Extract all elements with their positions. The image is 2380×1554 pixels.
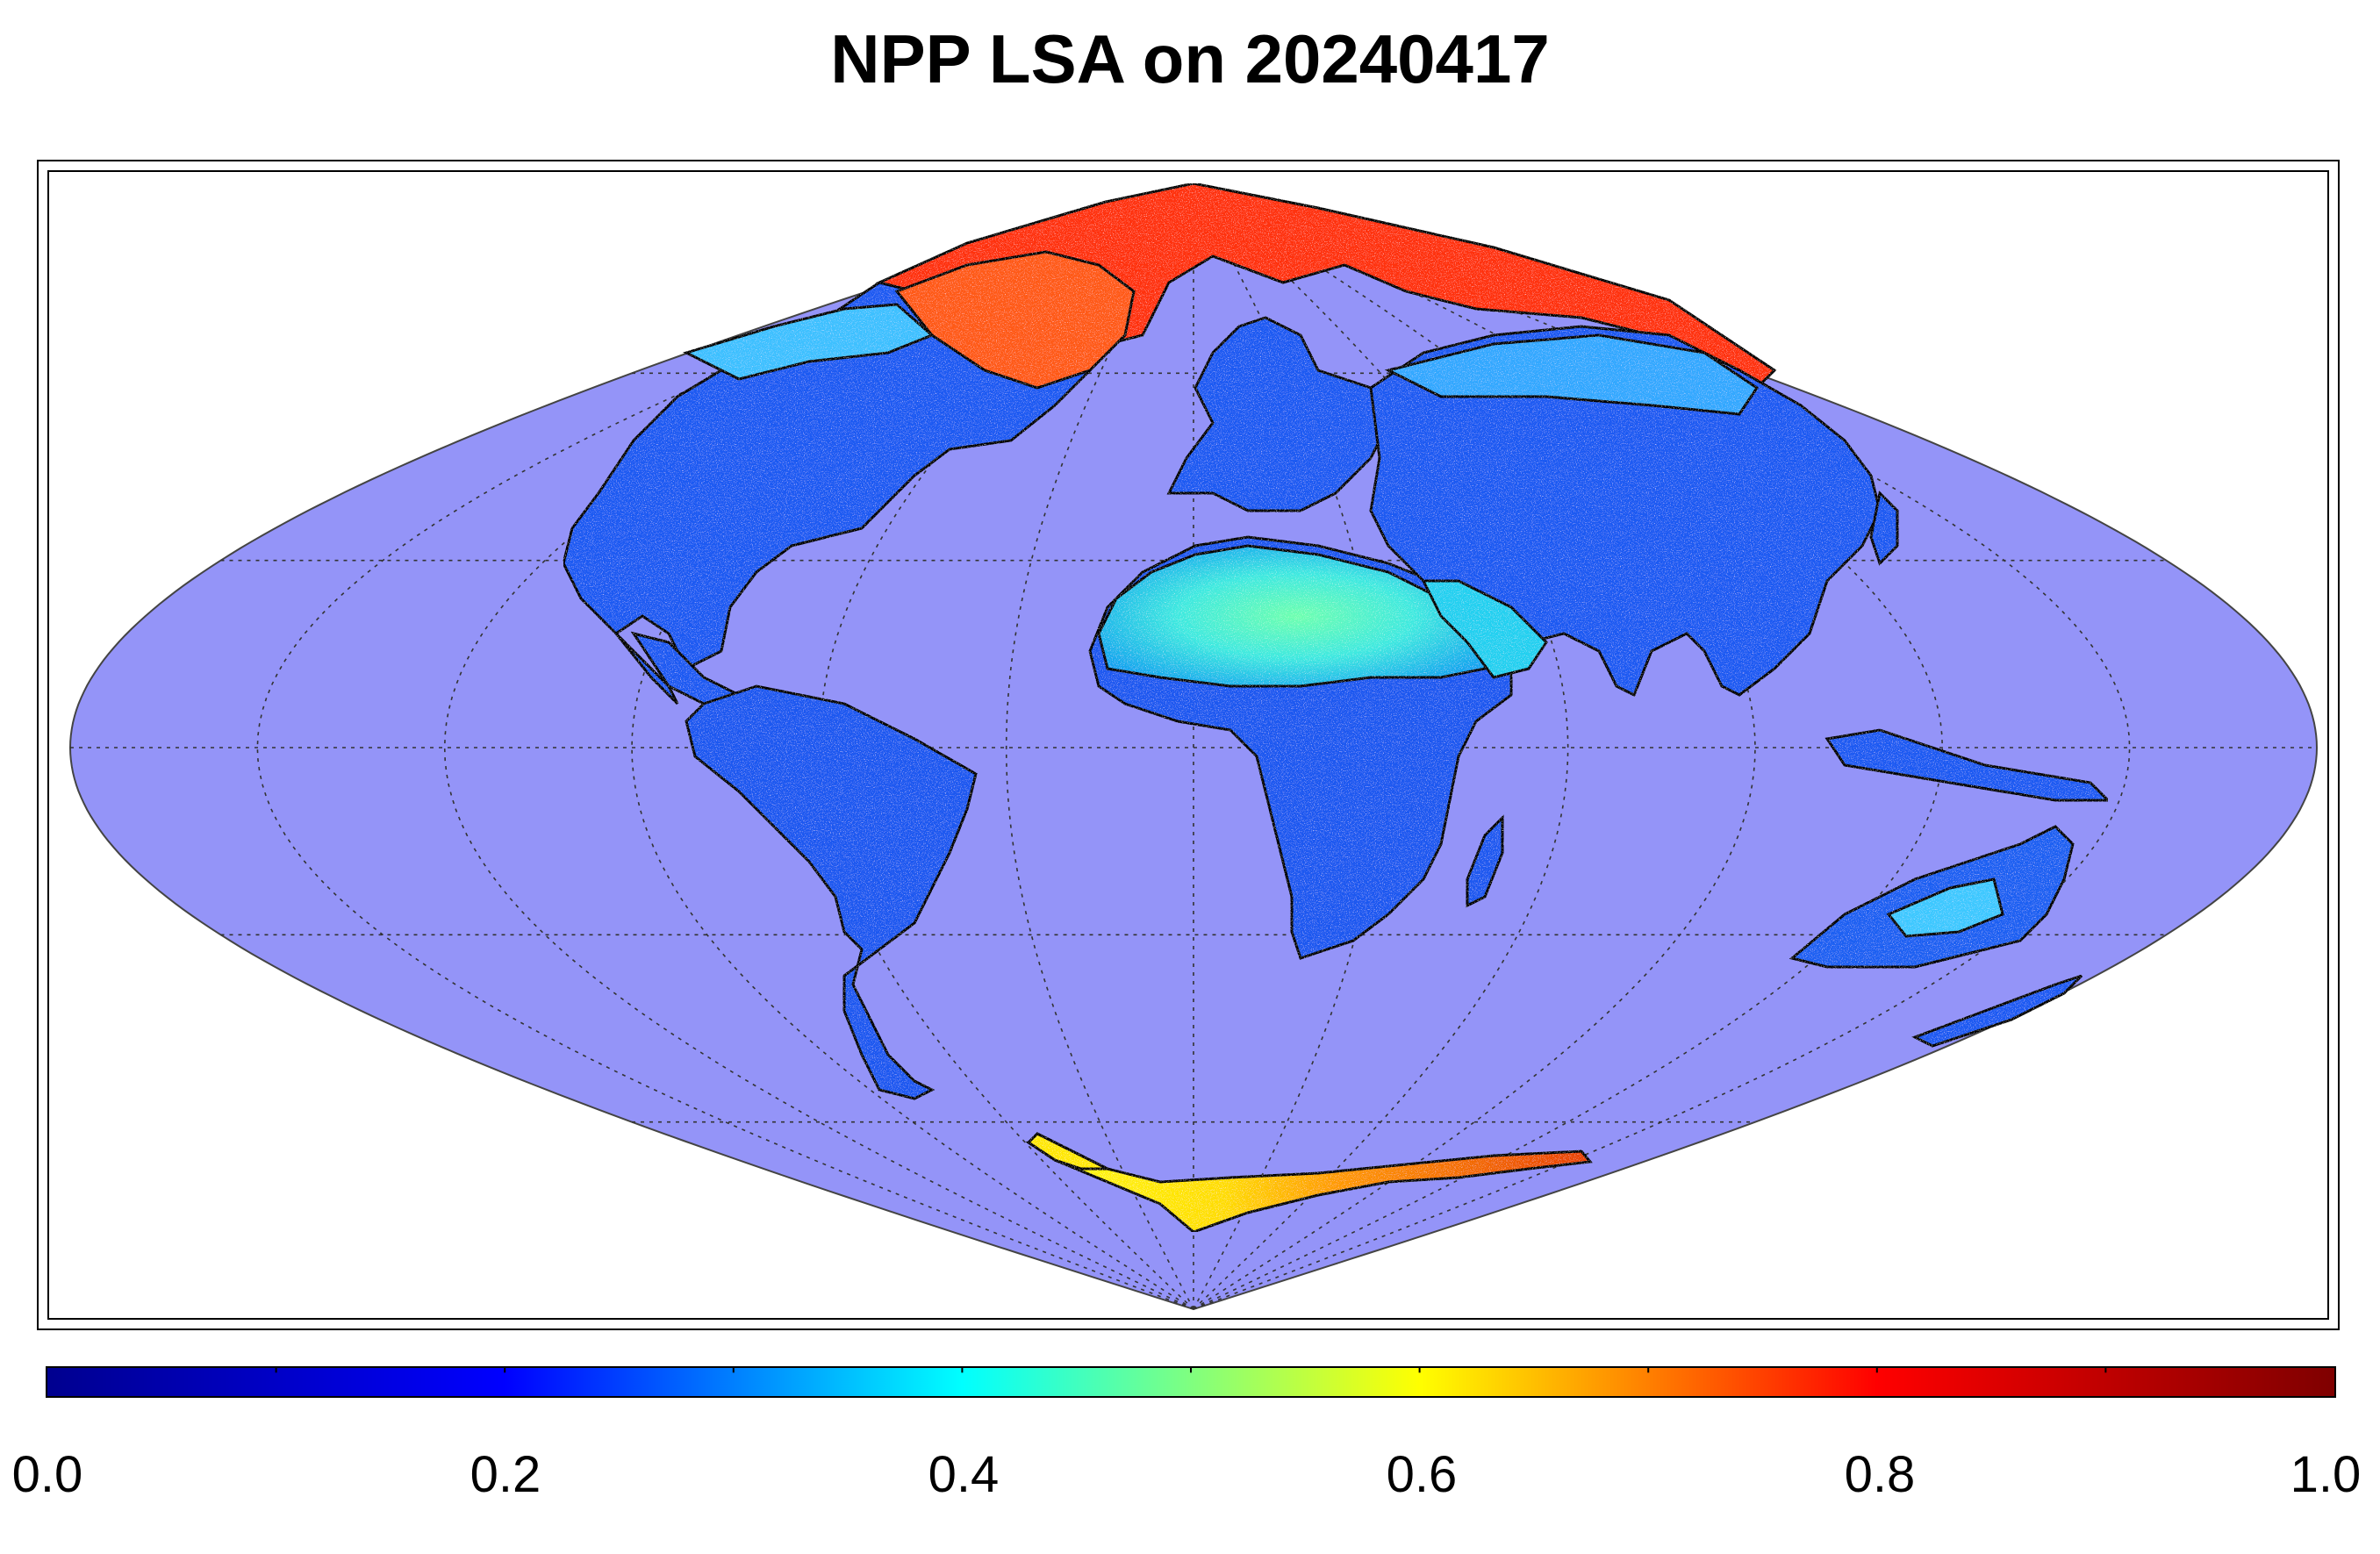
land-canada-mixed (682, 303, 935, 381)
map-frame (37, 160, 2340, 1330)
colorbar-label-0: 0.0 (11, 1446, 83, 1503)
land-north-america (562, 281, 1093, 705)
meridian-line (1005, 185, 1194, 1310)
colorbar-label-5: 1.0 (2290, 1446, 2362, 1503)
land-europe (1166, 316, 1390, 512)
map-inner-frame (47, 170, 2329, 1320)
colorbar-ticks (275, 1368, 2107, 1373)
land-masses (562, 182, 2111, 1234)
meridian-line (818, 185, 1194, 1310)
land-madagascar (1466, 814, 1504, 908)
land-antarctic-peninsula (1026, 1132, 1108, 1171)
land-siberia-mixed (1384, 333, 1760, 416)
land-japan (1869, 490, 1899, 566)
colorbar-label-1: 0.2 (470, 1446, 541, 1503)
land-new-zealand (1911, 974, 2083, 1048)
colorbar (46, 1366, 2336, 1398)
land-australia-interior (1886, 877, 2004, 938)
land-antarctica (1025, 1136, 1593, 1234)
colorbar-label-2: 0.4 (928, 1446, 1000, 1503)
colorbar-gradient (47, 1368, 2334, 1396)
map-canvas (68, 182, 2319, 1311)
land-south-america (685, 684, 978, 1100)
land-arabia (1421, 579, 1548, 679)
map-title: NPP LSA on 20240417 (830, 20, 1550, 97)
land-canada-snow (894, 250, 1136, 390)
colorbar-label-4: 0.8 (1844, 1446, 1916, 1503)
colorbar-label-3: 0.6 (1386, 1446, 1458, 1503)
land-indonesia (1824, 728, 2111, 802)
